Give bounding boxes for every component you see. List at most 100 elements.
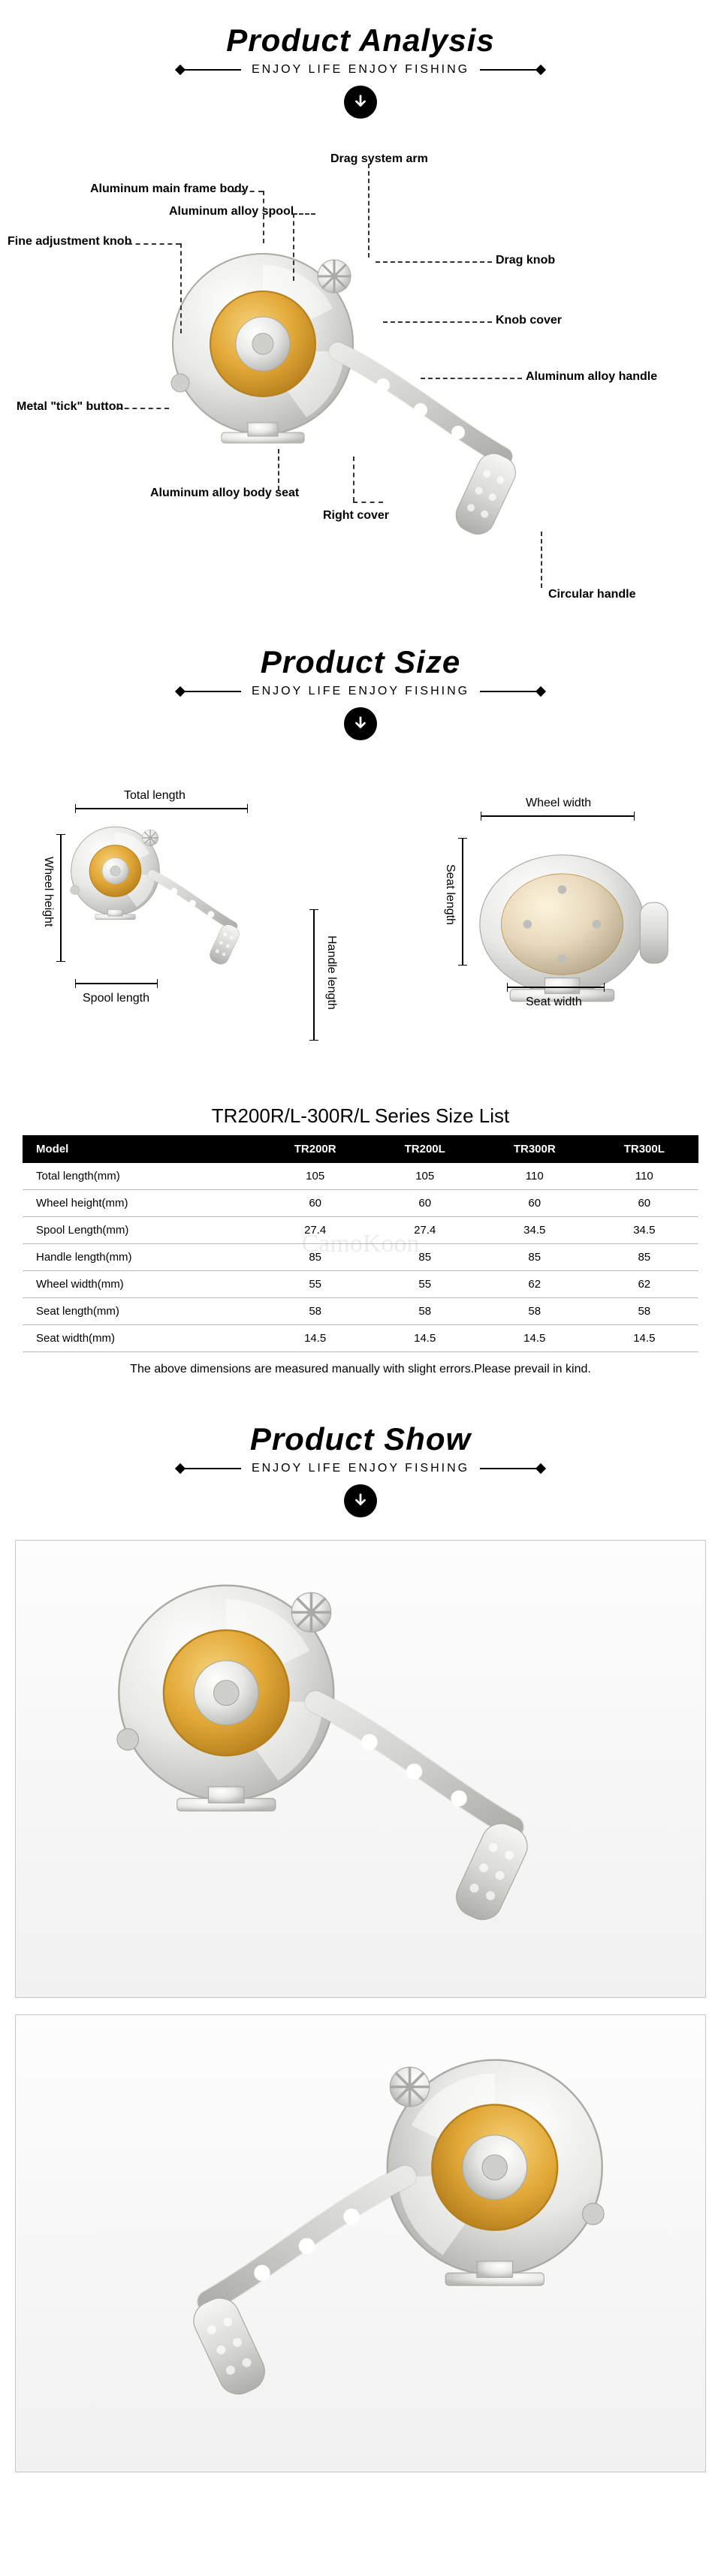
reel-illustration: [90, 1559, 631, 1979]
row-value: 62: [479, 1271, 590, 1298]
product-shot-2: [15, 2014, 706, 2472]
dim-wheel-height: Wheel height: [41, 857, 55, 926]
row-value: 85: [260, 1244, 371, 1271]
row-label: Wheel height(mm): [23, 1190, 260, 1217]
bracket: [458, 838, 469, 966]
row-value: 60: [371, 1190, 479, 1217]
section-header-analysis: Product Analysis ENJOY LIFE ENJOY FISHIN…: [0, 0, 721, 126]
product-show-gallery: [0, 1525, 721, 2502]
row-value: 110: [479, 1163, 590, 1190]
bracket: [56, 834, 67, 962]
table-row: Total length(mm)105105110110: [23, 1163, 698, 1190]
divider-right: [480, 691, 540, 692]
divider-left: [181, 69, 241, 71]
table-row: Wheel height(mm)60606060: [23, 1190, 698, 1217]
divider-right: [480, 69, 540, 71]
spec-col: TR200R: [260, 1135, 371, 1163]
divider-left: [181, 1468, 241, 1469]
callout-knob-cover: Knob cover: [496, 314, 562, 327]
callout-fine-knob: Fine adjustment knob: [8, 235, 131, 249]
section-subline: ENJOY LIFE ENJOY FISHING: [0, 63, 721, 77]
section-title: Product Analysis: [0, 23, 721, 59]
spec-col: Model: [23, 1135, 260, 1163]
row-value: 62: [590, 1271, 698, 1298]
row-label: Spool Length(mm): [23, 1217, 260, 1244]
row-value: 58: [479, 1298, 590, 1325]
row-value: 14.5: [371, 1325, 479, 1352]
bracket: [481, 812, 635, 822]
row-value: 14.5: [260, 1325, 371, 1352]
reel-illustration: [150, 231, 601, 584]
row-value: 27.4: [260, 1217, 371, 1244]
row-value: 110: [590, 1163, 698, 1190]
callout-main-frame: Aluminum main frame body: [90, 182, 249, 196]
down-arrow-icon: [344, 1484, 377, 1517]
section-subline: ENJOY LIFE ENJOY FISHING: [0, 685, 721, 698]
row-value: 27.4: [371, 1217, 479, 1244]
callout-circular-handle: Circular handle: [548, 588, 635, 601]
dim-seat-width: Seat width: [526, 996, 582, 1009]
spec-table: Model TR200R TR200L TR300R TR300L Total …: [23, 1135, 698, 1352]
callout-drag-arm: Drag system arm: [330, 152, 428, 166]
callout-alloy-handle: Aluminum alloy handle: [526, 370, 657, 384]
divider-right: [480, 1468, 540, 1469]
product-shot-1: [15, 1540, 706, 1998]
row-value: 105: [371, 1163, 479, 1190]
row-value: 58: [590, 1298, 698, 1325]
row-value: 34.5: [479, 1217, 590, 1244]
callout-tick-button: Metal "tick" button: [17, 400, 123, 414]
row-label: Seat width(mm): [23, 1325, 260, 1352]
section-title: Product Show: [0, 1421, 721, 1457]
dim-wheel-width: Wheel width: [526, 797, 591, 810]
row-value: 14.5: [590, 1325, 698, 1352]
spec-col: TR300L: [590, 1135, 698, 1163]
table-row: Spool Length(mm)27.427.434.534.5: [23, 1217, 698, 1244]
table-row: Wheel width(mm)55556262: [23, 1271, 698, 1298]
row-value: 60: [479, 1190, 590, 1217]
row-value: 85: [479, 1244, 590, 1271]
dim-seat-length: Seat length: [443, 864, 457, 925]
row-value: 55: [371, 1271, 479, 1298]
table-row: Seat width(mm)14.514.514.514.5: [23, 1325, 698, 1352]
row-value: 60: [260, 1190, 371, 1217]
bracket: [309, 909, 320, 1041]
section-subline: ENJOY LIFE ENJOY FISHING: [0, 1462, 721, 1475]
callout-right-cover: Right cover: [323, 509, 389, 523]
section-tagline: ENJOY LIFE ENJOY FISHING: [252, 1462, 469, 1475]
row-value: 60: [590, 1190, 698, 1217]
row-label: Total length(mm): [23, 1163, 260, 1190]
spec-col: TR300R: [479, 1135, 590, 1163]
row-value: 14.5: [479, 1325, 590, 1352]
down-arrow-icon: [344, 707, 377, 740]
dim-total-length: Total length: [124, 789, 186, 803]
row-value: 105: [260, 1163, 371, 1190]
spec-col: TR200L: [371, 1135, 479, 1163]
size-diagram: Total length Wheel height Spool length H…: [0, 763, 721, 1086]
dim-spool-length: Spool length: [83, 992, 149, 1005]
divider-left: [181, 691, 241, 692]
section-tagline: ENJOY LIFE ENJOY FISHING: [252, 685, 469, 698]
reel-illustration-mirror: [90, 2033, 631, 2454]
dim-handle-length: Handle length: [324, 935, 338, 1010]
row-label: Handle length(mm): [23, 1244, 260, 1271]
section-header-size: Product Size ENJOY LIFE ENJOY FISHING: [0, 622, 721, 748]
row-value: 85: [590, 1244, 698, 1271]
callout-alloy-spool: Aluminum alloy spool: [169, 205, 294, 218]
row-label: Seat length(mm): [23, 1298, 260, 1325]
row-value: 85: [371, 1244, 479, 1271]
spec-table-note: The above dimensions are measured manual…: [0, 1363, 721, 1376]
row-label: Wheel width(mm): [23, 1271, 260, 1298]
bracket: [507, 983, 605, 993]
row-value: 58: [371, 1298, 479, 1325]
analysis-diagram: Aluminum main frame body Aluminum alloy …: [0, 141, 721, 622]
section-title: Product Size: [0, 644, 721, 680]
callout-drag-knob: Drag knob: [496, 254, 555, 267]
spec-table-header-row: Model TR200R TR200L TR300R TR300L: [23, 1135, 698, 1163]
row-value: 55: [260, 1271, 371, 1298]
section-header-show: Product Show ENJOY LIFE ENJOY FISHING: [0, 1399, 721, 1525]
bracket: [75, 979, 158, 990]
callout-body-seat: Aluminum alloy body seat: [150, 487, 299, 500]
down-arrow-icon: [344, 86, 377, 119]
row-value: 58: [260, 1298, 371, 1325]
section-tagline: ENJOY LIFE ENJOY FISHING: [252, 63, 469, 77]
